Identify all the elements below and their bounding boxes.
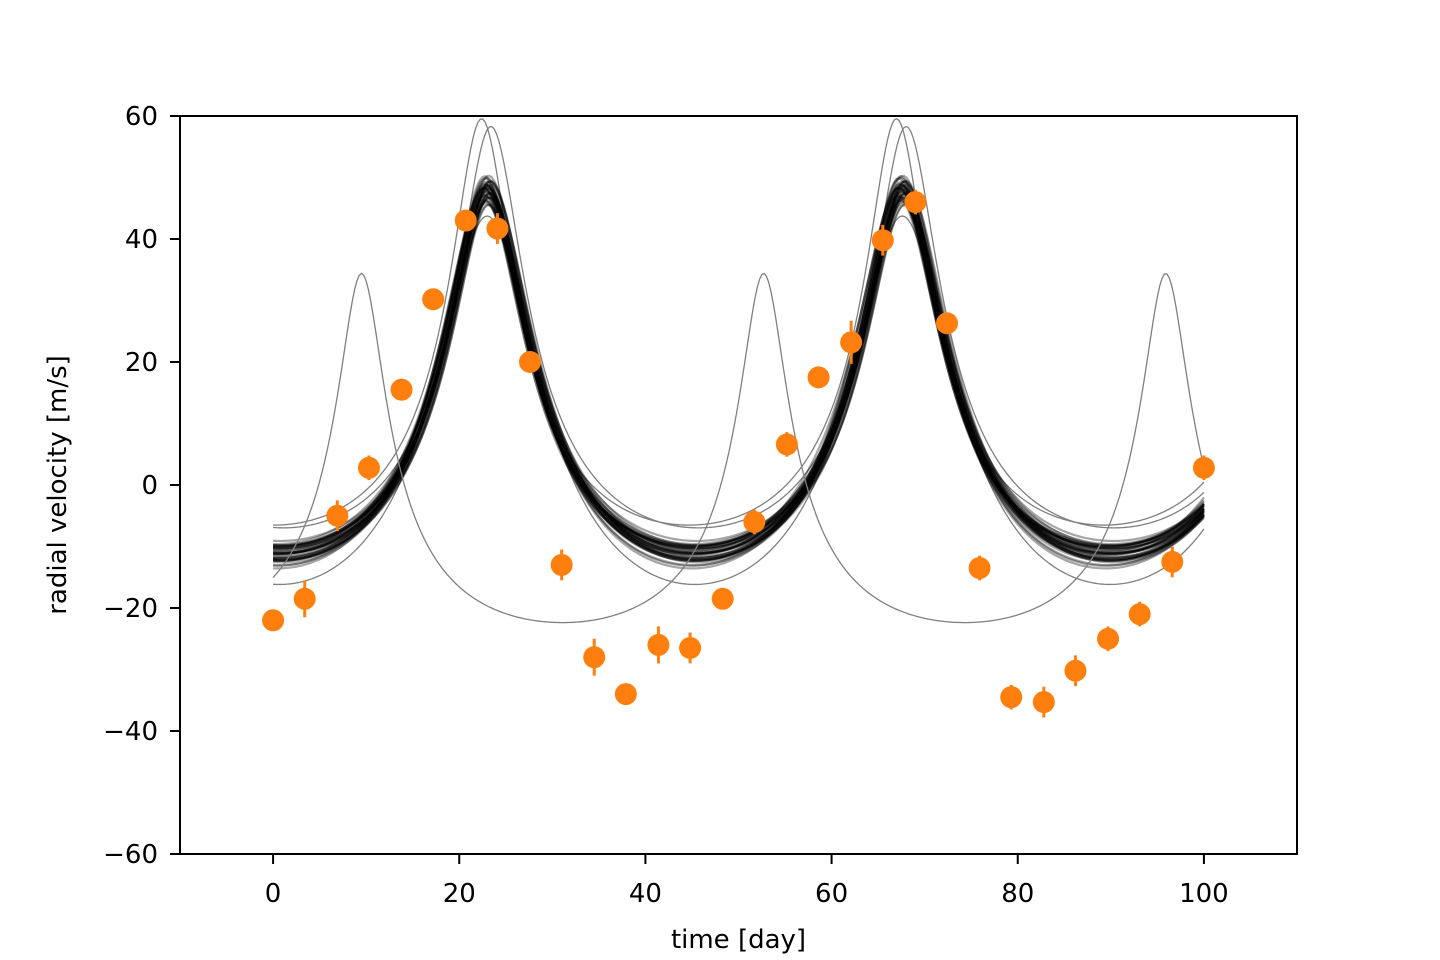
posterior-sample-line xyxy=(273,190,1205,555)
posterior-sample-line xyxy=(273,192,1205,554)
posterior-sample-line xyxy=(273,176,1205,557)
posterior-sample-line xyxy=(272,179,1205,553)
posterior-sample-line xyxy=(273,185,1205,550)
x-tick-label: 60 xyxy=(815,879,848,909)
x-tick-label: 0 xyxy=(265,879,282,909)
posterior-sample-line xyxy=(273,187,1205,555)
posterior-sample-line xyxy=(273,192,1205,558)
data-point xyxy=(647,633,670,656)
y-tick-label: −20 xyxy=(103,594,158,624)
x-tick-label: 80 xyxy=(1001,879,1034,909)
data-point xyxy=(1064,659,1087,682)
posterior-sample-line xyxy=(273,194,1205,554)
posterior-sample-line xyxy=(273,185,1205,563)
data-point xyxy=(454,209,477,232)
posterior-sample-line xyxy=(273,203,1205,550)
posterior-sample-line xyxy=(273,174,1205,548)
data-point xyxy=(486,217,509,240)
posterior-sample-line xyxy=(272,196,1205,564)
data-point xyxy=(422,288,445,311)
data-point xyxy=(743,510,766,533)
posterior-sample-line xyxy=(273,199,1205,560)
data-point xyxy=(326,504,349,527)
posterior-sample-line xyxy=(273,196,1205,551)
posterior-sample-line xyxy=(273,183,1205,567)
y-tick-label: 40 xyxy=(125,225,158,255)
y-axis-label: radial velocity [m/s] xyxy=(43,355,73,615)
posterior-sample-line xyxy=(273,191,1205,547)
posterior-sample-line xyxy=(273,186,1205,570)
posterior-sample-line xyxy=(273,177,1205,548)
posterior-sample-line xyxy=(273,215,1205,586)
posterior-sample-line xyxy=(273,175,1205,552)
data-point xyxy=(1097,627,1120,650)
posterior-sample-line xyxy=(273,195,1205,548)
data-point xyxy=(711,587,734,610)
posterior-sample-line xyxy=(273,184,1205,555)
data-point xyxy=(840,331,863,354)
posterior-sample-line xyxy=(273,198,1205,556)
posterior-samples xyxy=(272,117,1205,624)
posterior-sample-line xyxy=(273,200,1205,547)
data-point xyxy=(614,683,637,706)
data-point xyxy=(968,557,991,580)
posterior-sample-line xyxy=(273,182,1205,549)
posterior-sample-line xyxy=(273,193,1205,560)
data-point xyxy=(1192,456,1215,479)
posterior-sample-line xyxy=(273,180,1205,562)
data-points xyxy=(262,189,1215,718)
y-axis-ticks: −60 −40 −20 0 20 40 60 xyxy=(103,102,180,870)
posterior-sample-line xyxy=(272,196,1205,561)
y-tick-label: 20 xyxy=(125,348,158,378)
data-point xyxy=(357,456,380,479)
y-tick-label: −40 xyxy=(103,717,158,747)
x-tick-label: 20 xyxy=(443,879,476,909)
data-point xyxy=(583,646,606,669)
data-point xyxy=(936,312,959,335)
posterior-sample-line xyxy=(272,180,1205,561)
data-point xyxy=(550,553,573,576)
data-point xyxy=(262,609,285,632)
posterior-sample-line xyxy=(273,125,1205,529)
posterior-sample-line xyxy=(273,185,1205,562)
x-axis-label: time [day] xyxy=(671,925,806,955)
posterior-sample-line xyxy=(273,183,1205,547)
posterior-sample-line xyxy=(273,202,1205,550)
data-point xyxy=(1161,550,1184,573)
data-point xyxy=(807,366,830,389)
data-point xyxy=(904,191,927,214)
data-point xyxy=(871,229,894,252)
y-tick-label: −60 xyxy=(103,840,158,870)
y-tick-label: 0 xyxy=(141,471,158,501)
posterior-sample-line xyxy=(273,188,1205,543)
data-point xyxy=(1000,686,1023,709)
posterior-sample-line xyxy=(273,203,1205,555)
data-point xyxy=(1128,603,1151,626)
posterior-sample-line xyxy=(272,183,1205,562)
outlier-sample-line xyxy=(272,272,1205,624)
x-axis-ticks: 0 20 40 60 80 100 xyxy=(265,854,1229,909)
posterior-sample-line xyxy=(273,190,1205,549)
data-point xyxy=(293,587,316,610)
data-point xyxy=(679,636,702,659)
posterior-sample-line xyxy=(273,191,1205,559)
posterior-sample-line xyxy=(273,188,1205,546)
data-point xyxy=(390,378,413,401)
posterior-sample-line xyxy=(273,187,1205,567)
x-tick-label: 40 xyxy=(629,879,662,909)
posterior-sample-line xyxy=(273,117,1205,526)
x-tick-label: 100 xyxy=(1179,879,1229,909)
data-point xyxy=(518,351,541,373)
posterior-sample-line xyxy=(272,180,1205,561)
posterior-sample-line xyxy=(273,186,1205,556)
data-point xyxy=(1032,691,1055,714)
data-point xyxy=(775,433,798,456)
y-tick-label: 60 xyxy=(125,102,158,132)
